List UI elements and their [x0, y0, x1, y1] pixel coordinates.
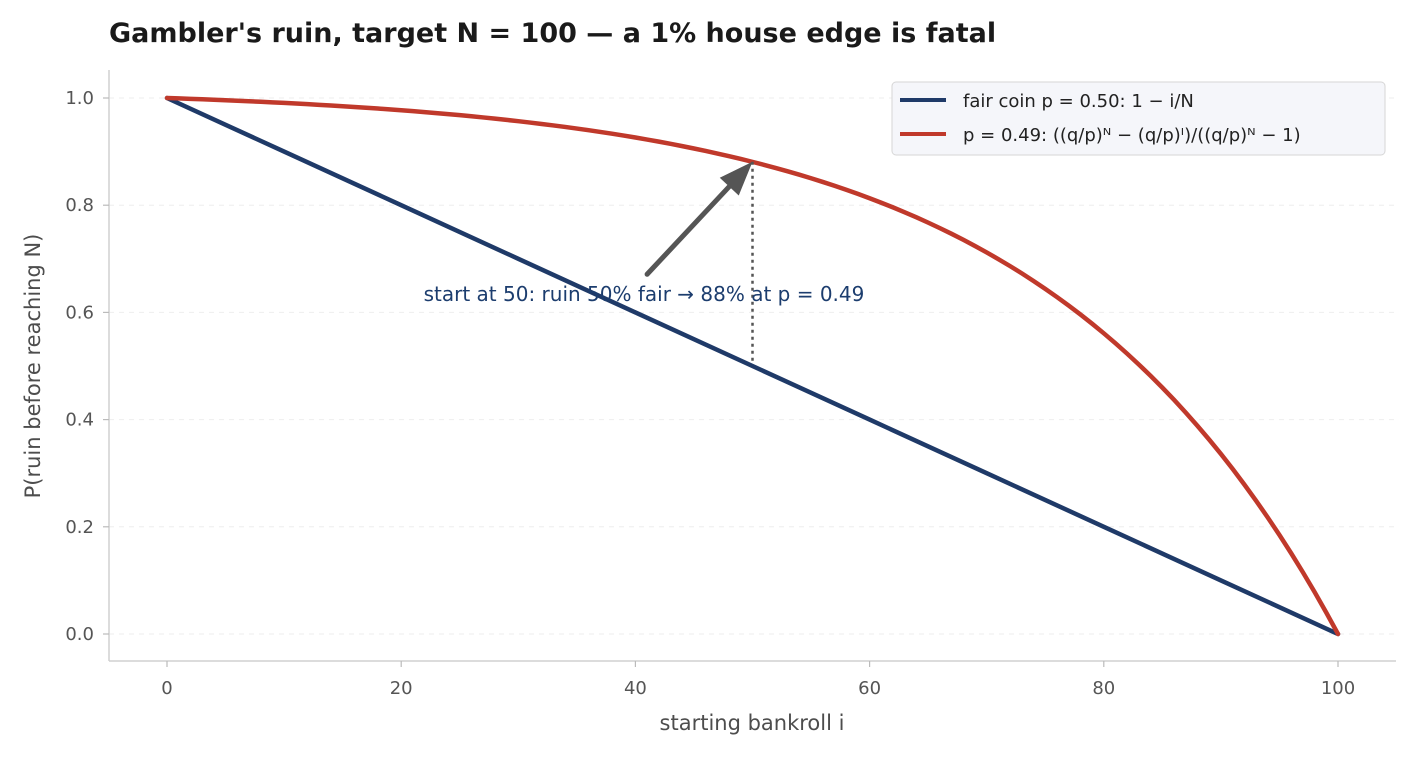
- x-tick-label: 80: [1092, 678, 1115, 699]
- x-tick-label: 20: [390, 678, 413, 699]
- x-axis-ticks: 0 20 40 60 80 100: [161, 661, 1355, 699]
- annotation-arrow: [644, 161, 753, 277]
- y-tick-label: 0.0: [65, 624, 94, 645]
- annotation-arrow-head: [719, 161, 753, 196]
- legend-label-fair: fair coin p = 0.50: 1 − i/N: [963, 91, 1194, 112]
- legend-label-biased: p = 0.49: ((q/p)ᴺ − (q/p)ᴵ)/((q/p)ᴺ − 1): [963, 125, 1301, 146]
- y-tick-label: 1.0: [65, 88, 94, 109]
- y-tick-label: 0.6: [65, 302, 94, 323]
- y-axis-label: P(ruin before reaching N): [21, 234, 45, 499]
- y-tick-label: 0.8: [65, 195, 94, 216]
- chart-title: Gambler's ruin, target N = 100 — a 1% ho…: [109, 18, 996, 49]
- x-tick-label: 60: [858, 678, 881, 699]
- legend: fair coin p = 0.50: 1 − i/N p = 0.49: ((…: [891, 81, 1386, 156]
- y-tick-label: 0.2: [65, 517, 94, 538]
- annotation-arrow-shaft: [644, 184, 732, 277]
- y-tick-label: 0.4: [65, 410, 94, 431]
- annotation-text: start at 50: ruin 50% fair → 88% at p = …: [424, 282, 865, 306]
- series-line-fair-coin: [164, 95, 1341, 637]
- x-tick-label: 0: [161, 678, 172, 699]
- legend-box: [891, 81, 1386, 156]
- x-tick-label: 100: [1321, 678, 1355, 699]
- y-axis-ticks: 0.0 0.2 0.4 0.6 0.8 1.0: [65, 88, 109, 645]
- x-tick-label: 40: [624, 678, 647, 699]
- x-axis-label: starting bankroll i: [660, 711, 845, 735]
